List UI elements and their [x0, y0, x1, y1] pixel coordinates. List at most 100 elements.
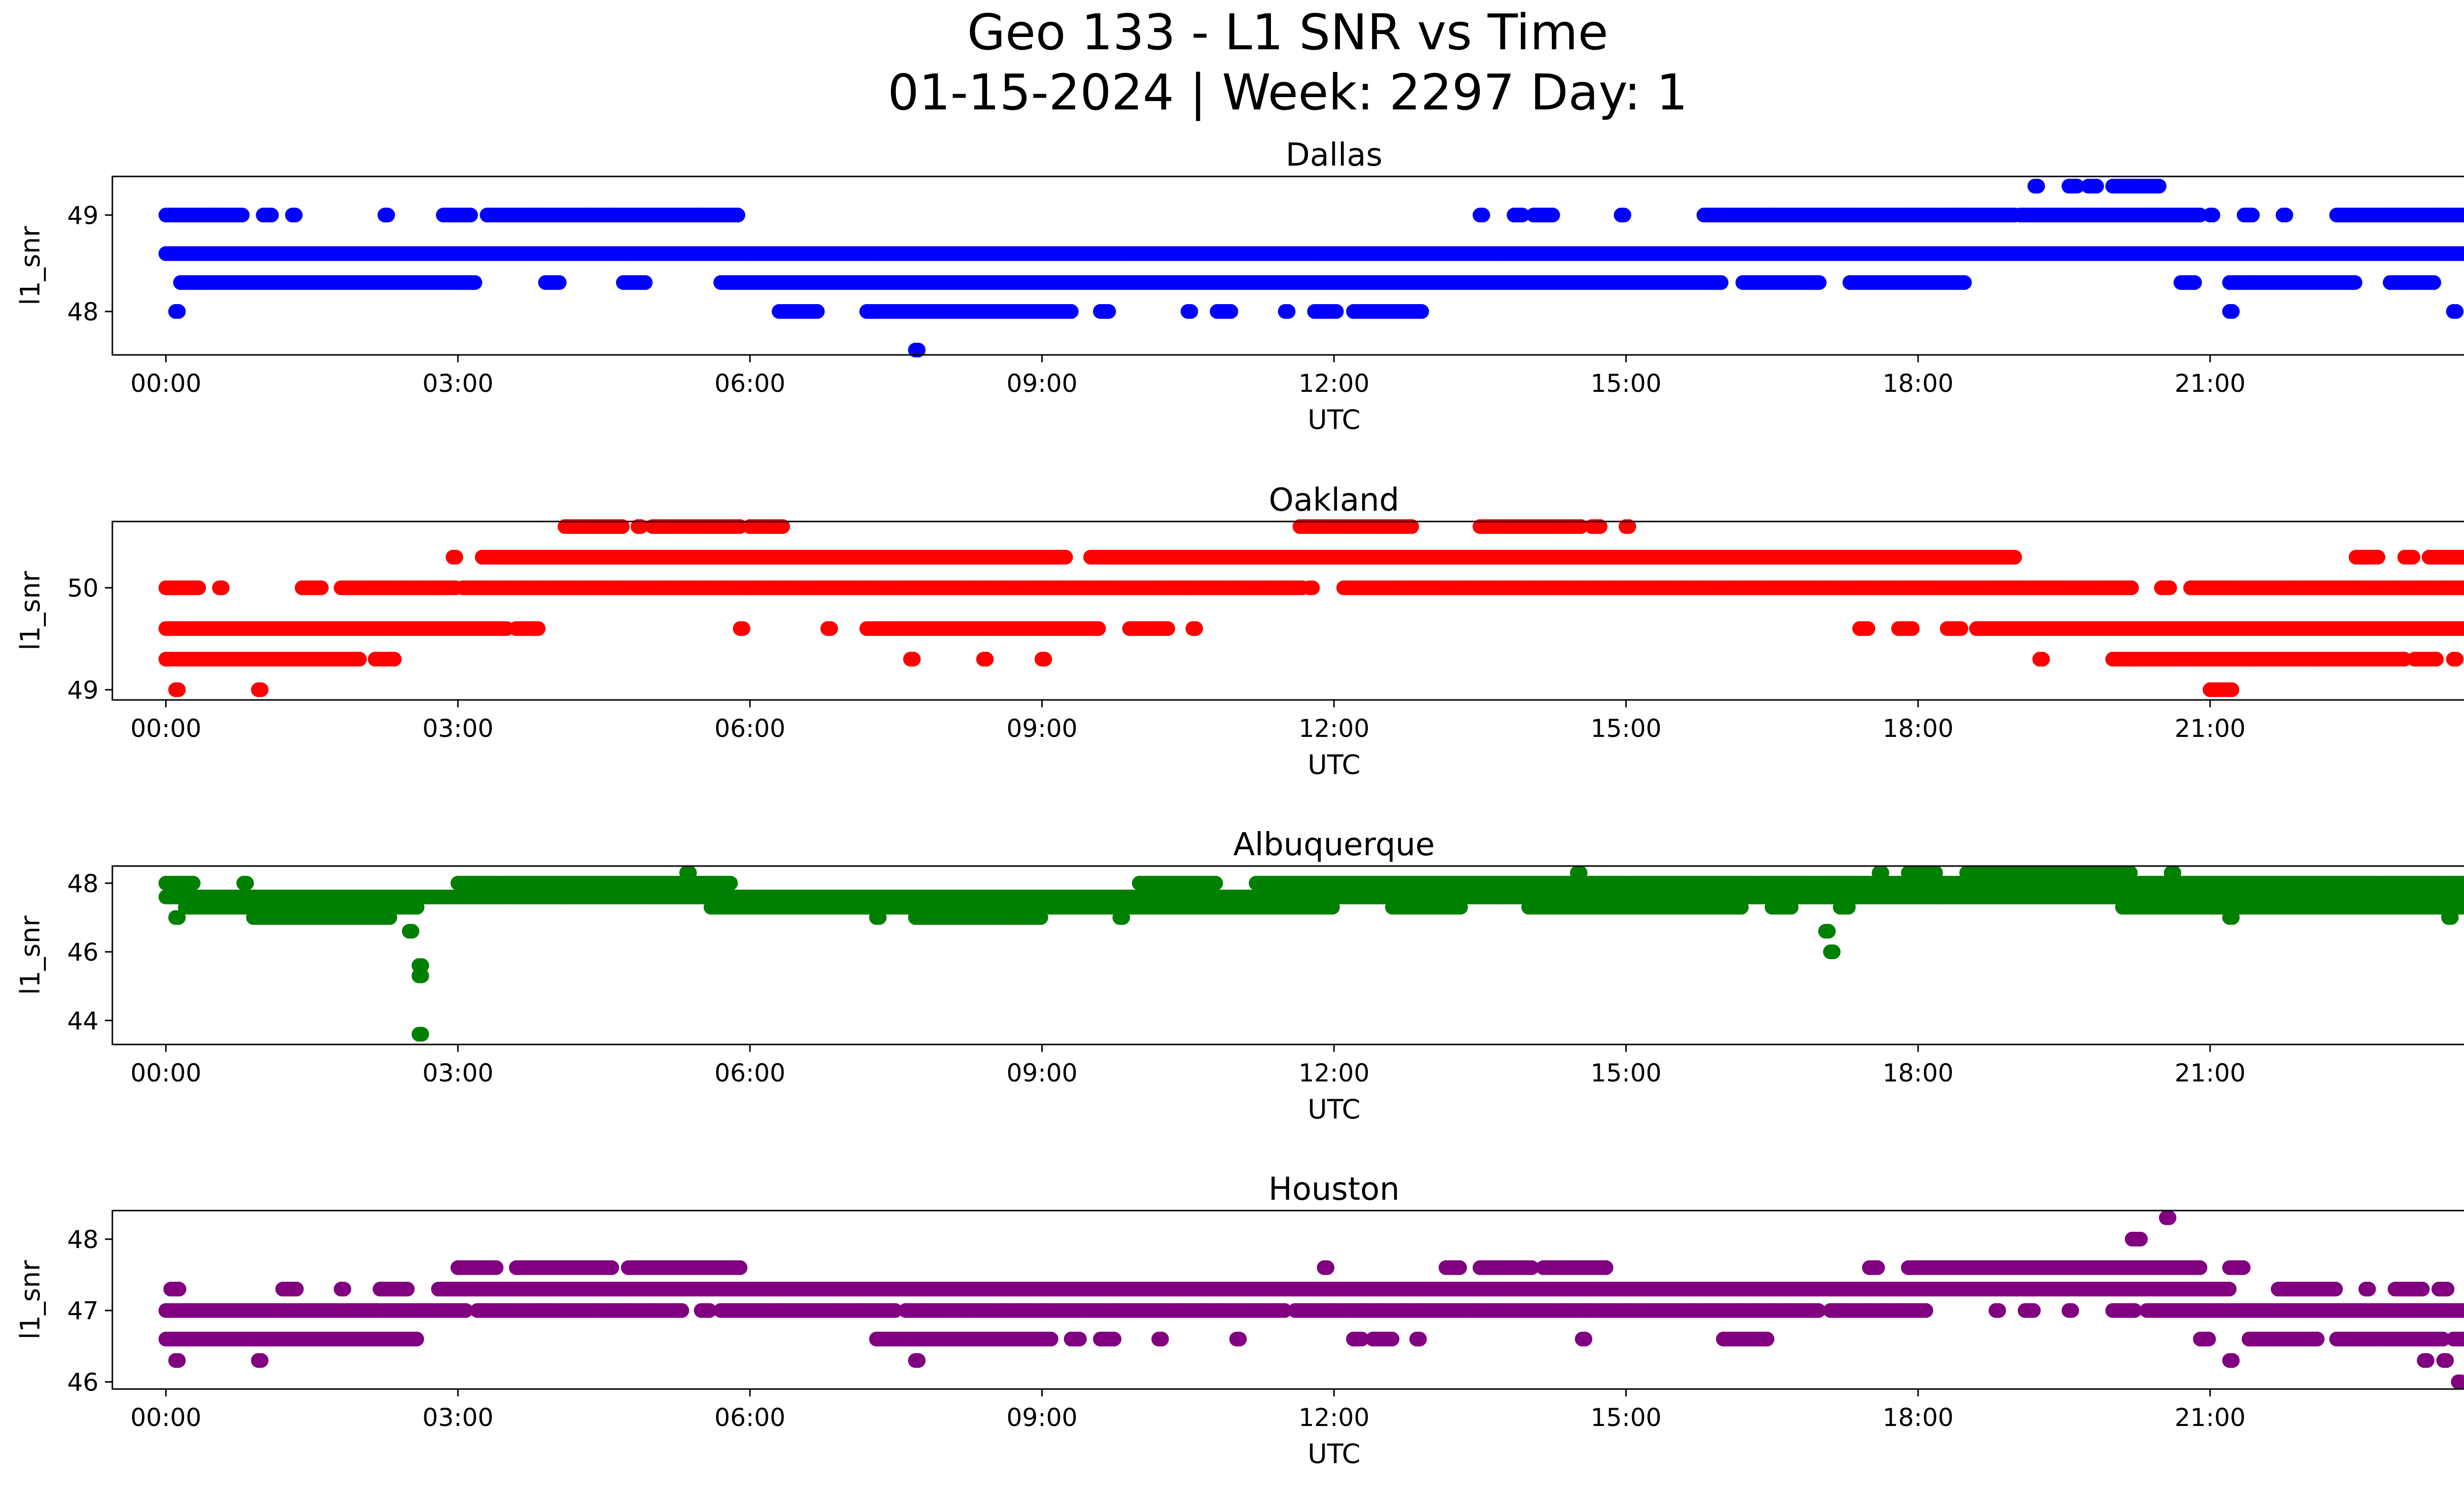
axes-frame: [111, 175, 2464, 356]
data-point: [1953, 621, 1969, 636]
axes-frame: [111, 521, 2464, 701]
x-tick-label: 09:00: [1006, 714, 1077, 743]
data-point: [1183, 304, 1198, 319]
x-tick-label: 00:00: [131, 714, 202, 743]
data-point: [2347, 275, 2362, 290]
data-points: [158, 865, 2464, 1042]
data-point: [1305, 580, 1320, 595]
data-point: [2426, 275, 2441, 290]
figure-title-line2: 01-15-2024 | Week: 2297 Day: 1: [888, 64, 1687, 121]
y-axis-label: l1_snr: [15, 571, 46, 651]
data-point: [1037, 652, 1052, 667]
data-point: [551, 275, 567, 290]
data-point: [2245, 208, 2260, 223]
data-point: [2449, 304, 2464, 319]
data-point: [2224, 304, 2240, 319]
x-tick-label: 06:00: [715, 714, 786, 743]
x-tick-label: 03:00: [422, 369, 493, 398]
data-point: [979, 652, 994, 667]
data-point: [2449, 652, 2464, 667]
data-point: [1063, 304, 1079, 319]
data-point: [352, 652, 367, 667]
subplot-oakland: Oakland 00:00 03:00 06:00 09:00 12:00 15:00 18:…: [15, 482, 2464, 780]
x-tick-label: 06:00: [715, 369, 786, 398]
data-point: [171, 304, 186, 319]
data-point: [214, 580, 230, 595]
data-point: [531, 621, 546, 636]
x-tick-label: 21:00: [2175, 714, 2246, 743]
x-tick-label: 12:00: [1299, 714, 1369, 743]
data-point: [2405, 550, 2421, 565]
data-point: [1091, 621, 1106, 636]
data-point: [171, 682, 186, 697]
data-point: [387, 652, 402, 667]
data-point: [2187, 275, 2202, 290]
data-point: [638, 275, 653, 290]
x-tick-label: 18:00: [1882, 369, 1953, 398]
data-point: [1812, 275, 1827, 290]
data-point: [1713, 275, 1729, 290]
x-axis-label: UTC: [1307, 749, 1360, 780]
data-point: [463, 208, 478, 223]
data-point: [1101, 304, 1116, 319]
subplots: Dallas 00:00 03:00 06:00 09:00 12:00 15:00 18:0…: [15, 137, 2464, 1469]
data-point: [1616, 208, 1632, 223]
data-point: [1058, 550, 1073, 565]
data-point: [2007, 550, 2022, 565]
data-point: [1223, 304, 1238, 319]
data-points: [158, 178, 2464, 358]
x-axis-label: UTC: [1307, 404, 1360, 435]
y-axis-label: l1_snr: [15, 226, 46, 306]
figure-title-line1: Geo 133 - L1 SNR vs Time: [967, 3, 1608, 61]
data-point: [810, 304, 825, 319]
data-point: [448, 550, 463, 565]
data-point: [906, 652, 921, 667]
subplot-title: Dallas: [1286, 137, 1383, 174]
data-point: [823, 621, 838, 636]
y-tick-label: 49: [67, 676, 99, 704]
data-point: [2162, 580, 2177, 595]
data-point: [380, 208, 395, 223]
data-point: [264, 208, 279, 223]
data-point: [2152, 178, 2167, 194]
data-point: [2030, 178, 2045, 194]
subplot-title: Albuquerque: [1233, 827, 1435, 863]
data-point: [467, 275, 482, 290]
x-tick-label: 21:00: [2175, 369, 2246, 398]
data-point: [1475, 208, 1490, 223]
data-point: [2035, 652, 2050, 667]
data-point: [2429, 652, 2444, 667]
data-point: [1860, 621, 1876, 636]
data-point: [2278, 208, 2293, 223]
x-tick-label: 12:00: [1299, 369, 1369, 398]
data-point: [1188, 621, 1203, 636]
data-point: [1280, 304, 1296, 319]
subplot-title: Oakland: [1269, 482, 1400, 519]
x-tick-label: 15:00: [1591, 369, 1662, 398]
y-tick-label: 48: [67, 298, 99, 326]
data-point: [1545, 208, 1560, 223]
data-point: [191, 580, 206, 595]
y-tick-label: 50: [67, 574, 99, 602]
data-point: [253, 682, 269, 697]
x-tick-label: 00:00: [131, 369, 202, 398]
data-point: [2124, 580, 2139, 595]
x-tick-label: 03:00: [422, 714, 493, 743]
data-point: [1160, 621, 1175, 636]
y-tick-label: 49: [67, 201, 99, 230]
data-point: [1414, 304, 1429, 319]
x-tick-label: 18:00: [1882, 714, 1953, 743]
data-point: [313, 580, 329, 595]
x-tick-label: 15:00: [1591, 714, 1662, 743]
data-point: [735, 621, 751, 636]
data-point: [2462, 248, 2464, 259]
data-points: [158, 519, 2464, 697]
data-point: [730, 208, 746, 223]
data-point: [235, 208, 250, 223]
data-point: [2224, 682, 2239, 697]
data-point: [1905, 621, 1920, 636]
data-point: [1329, 304, 1344, 319]
